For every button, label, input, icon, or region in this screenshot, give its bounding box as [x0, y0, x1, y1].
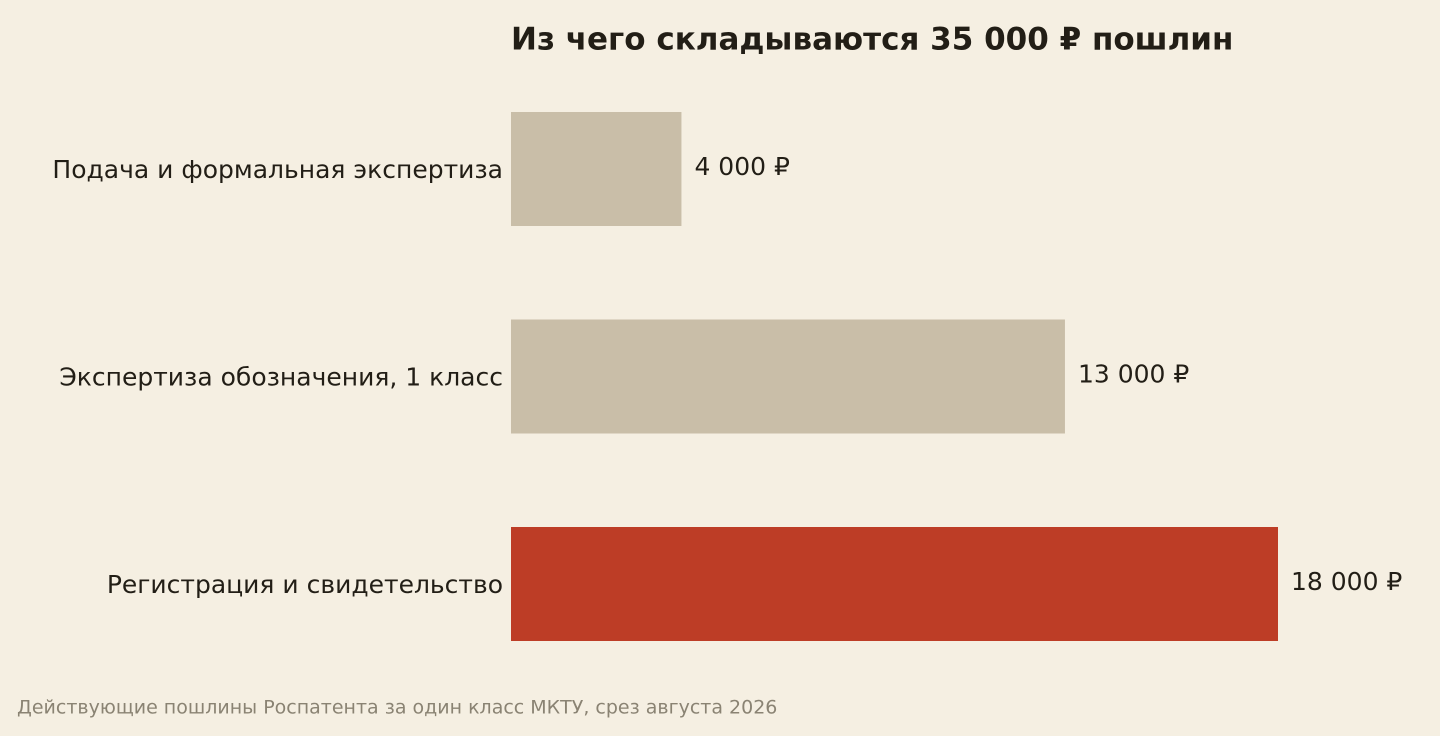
bar [511, 112, 682, 226]
value-label: 18 000 ₽ [1291, 567, 1402, 596]
category-label: Подача и формальная экспертиза [52, 155, 503, 184]
footnote: Действующие пошлины Роспатента за один к… [17, 697, 777, 719]
value-label: 4 000 ₽ [694, 152, 790, 181]
value-label: 13 000 ₽ [1078, 360, 1189, 389]
bar [511, 527, 1278, 641]
bar [511, 319, 1065, 434]
category-label: Экспертиза обозначения, 1 класс [59, 363, 503, 392]
category-label: Регистрация и свидетельство [107, 570, 503, 599]
chart-title: Из чего складываются 35 000 ₽ пошлин [511, 22, 1233, 58]
